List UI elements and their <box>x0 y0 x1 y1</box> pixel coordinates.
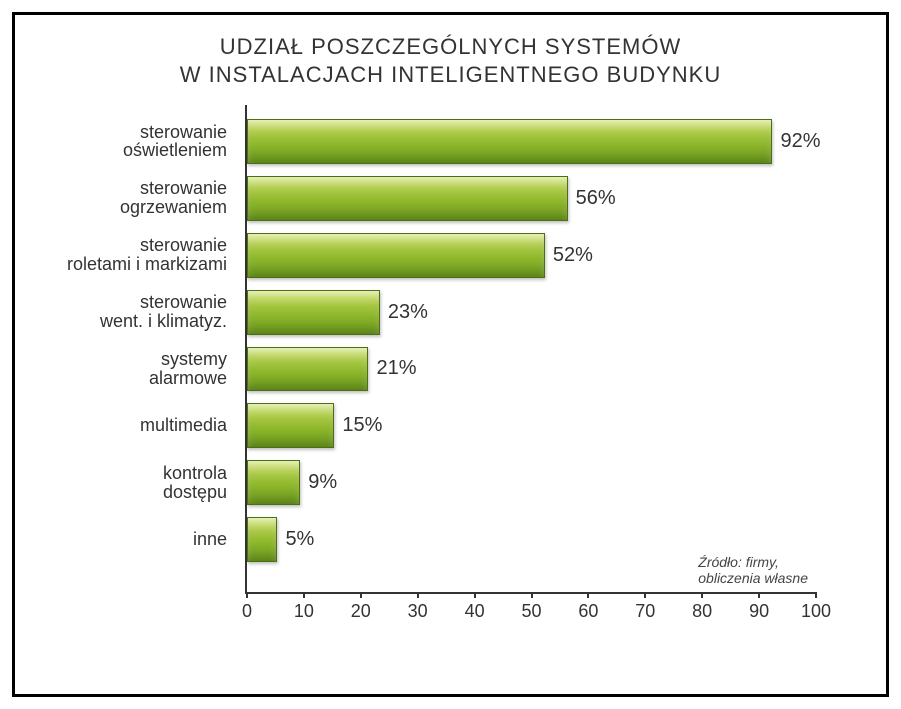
x-tick-label: 60 <box>578 601 598 622</box>
x-tick-mark <box>360 592 362 598</box>
bar <box>247 347 368 392</box>
bar <box>247 460 300 505</box>
value-label: 15% <box>332 397 382 454</box>
plot-area: Źródło: firmy, obliczenia własne sterowa… <box>245 105 816 594</box>
value-label: 92% <box>770 113 820 170</box>
value-label: 52% <box>543 227 593 284</box>
x-tick-label: 20 <box>351 601 371 622</box>
category-label: inne <box>47 511 237 568</box>
bar <box>247 119 772 164</box>
x-tick-mark <box>303 592 305 598</box>
bar-row: sterowanie roletami i markizami52% <box>247 227 816 284</box>
x-tick-label: 0 <box>242 601 252 622</box>
category-label: sterowanie roletami i markizami <box>47 227 237 284</box>
x-tick-mark <box>531 592 533 598</box>
title-line-1: UDZIAŁ POSZCZEGÓLNYCH SYSTEMÓW <box>220 34 682 59</box>
category-label: kontrola dostępu <box>47 454 237 511</box>
x-tick-label: 40 <box>465 601 485 622</box>
bar-row: inne5% <box>247 511 816 568</box>
bar <box>247 233 545 278</box>
value-label: 9% <box>298 454 337 511</box>
bar <box>247 403 334 448</box>
x-tick-label: 30 <box>408 601 428 622</box>
value-label: 5% <box>275 511 314 568</box>
x-tick-label: 10 <box>294 601 314 622</box>
x-tick-mark <box>246 592 248 598</box>
chart-frame: UDZIAŁ POSZCZEGÓLNYCH SYSTEMÓW W INSTALA… <box>12 12 889 697</box>
bar <box>247 517 277 562</box>
x-tick-mark <box>815 592 817 598</box>
value-label: 23% <box>378 284 428 341</box>
x-tick-label: 50 <box>521 601 541 622</box>
value-label: 56% <box>566 170 616 227</box>
x-tick-mark <box>644 592 646 598</box>
category-label: systemy alarmowe <box>47 341 237 398</box>
bar-row: kontrola dostępu9% <box>247 454 816 511</box>
category-label: sterowanie oświetleniem <box>47 113 237 170</box>
bar-row: sterowanie oświetleniem92% <box>247 113 816 170</box>
chart-area: Źródło: firmy, obliczenia własne sterowa… <box>55 105 846 634</box>
x-tick-label: 100 <box>801 601 831 622</box>
title-line-2: W INSTALACJACH INTELIGENTNEGO BUDYNKU <box>180 62 721 87</box>
x-tick-mark <box>474 592 476 598</box>
bar <box>247 290 380 335</box>
category-label: sterowanie went. i klimatyz. <box>47 284 237 341</box>
x-tick-label: 90 <box>749 601 769 622</box>
source-line-2: obliczenia własne <box>698 570 808 586</box>
x-tick-mark <box>701 592 703 598</box>
chart-title: UDZIAŁ POSZCZEGÓLNYCH SYSTEMÓW W INSTALA… <box>15 33 886 88</box>
x-tick-label: 80 <box>692 601 712 622</box>
category-label: sterowanie ogrzewaniem <box>47 170 237 227</box>
bar <box>247 176 568 221</box>
value-label: 21% <box>366 341 416 398</box>
x-tick-mark <box>417 592 419 598</box>
bar-row: sterowanie went. i klimatyz.23% <box>247 284 816 341</box>
bar-row: systemy alarmowe21% <box>247 341 816 398</box>
bar-row: multimedia15% <box>247 397 816 454</box>
x-tick-mark <box>758 592 760 598</box>
x-tick-mark <box>587 592 589 598</box>
x-tick-label: 70 <box>635 601 655 622</box>
bar-row: sterowanie ogrzewaniem56% <box>247 170 816 227</box>
category-label: multimedia <box>47 397 237 454</box>
